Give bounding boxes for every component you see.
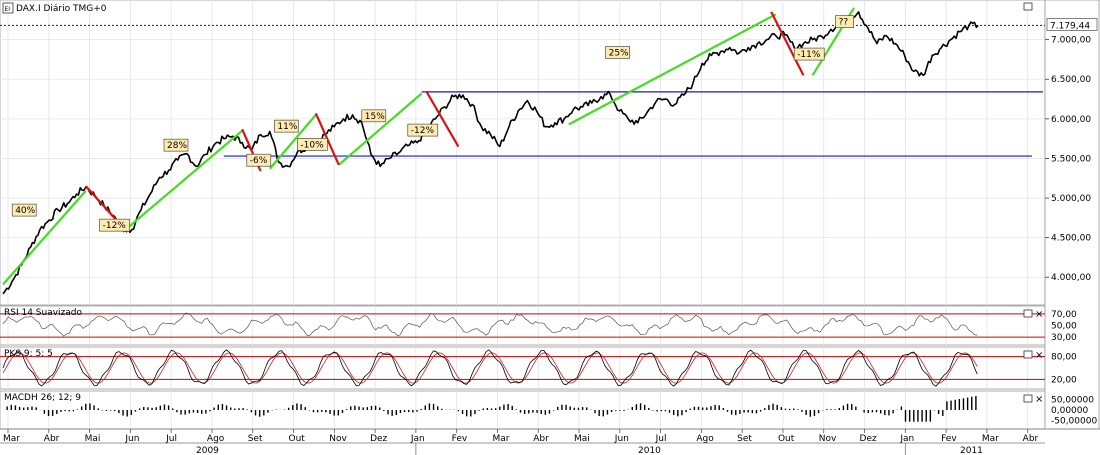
rsi-ytick-label: 30,00 [1051, 333, 1077, 343]
xtick-label: Fev [941, 434, 957, 444]
xtick-label: Jan [899, 434, 914, 444]
trend-up-line [121, 129, 243, 233]
stoch-d-series [2, 352, 978, 384]
xtick-label: Abr [44, 434, 60, 444]
last-value-box [1046, 18, 1098, 31]
rsi-ytick-label: 50,00 [1051, 322, 1077, 332]
maximize-icon [1023, 394, 1033, 403]
rsi-title: RSI 14 Suavizado [4, 308, 83, 318]
xtick-label: Abr [1023, 434, 1039, 444]
xtick-label: Nov [819, 434, 837, 444]
macd-title: MACDH 26; 12; 9 [4, 393, 81, 403]
last-value-label: 7.179,44 [1050, 21, 1090, 31]
xtick-label: Set [248, 434, 263, 444]
trend-label-box [361, 109, 387, 123]
xtick-label: Nov [329, 434, 347, 444]
xtick-label: Jun [124, 434, 139, 444]
ytick-label: 6.000,00 [1051, 115, 1091, 125]
xtick-label: Jul [165, 434, 177, 444]
trend-label: 28% [167, 141, 187, 151]
xtick-label: Mar [982, 434, 999, 444]
ytick-label: 7.000,00 [1051, 36, 1091, 46]
trend-label: -6% [250, 156, 268, 166]
xtick-label: Out [289, 434, 306, 444]
stoch-ytick-label: 20,00 [1051, 375, 1077, 385]
trend-label-box [274, 119, 299, 133]
trend-label-box [835, 15, 854, 28]
ytick-label: 4.500,00 [1051, 234, 1091, 244]
panel-price [0, 0, 1046, 306]
close-icon: × [1035, 394, 1043, 405]
stoch-k-series [2, 349, 978, 387]
trend-label-box [605, 46, 630, 59]
window-title: DAX.I Diário TMG+0 [16, 4, 107, 14]
close-icon: × [1035, 350, 1043, 361]
maximize-icon [1023, 309, 1033, 318]
trend-label-box [163, 138, 189, 152]
xtick-label: Mai [574, 434, 590, 444]
trend-label-box [11, 203, 37, 217]
maximize-icon [1023, 2, 1033, 11]
trend-down-line [425, 90, 460, 148]
window-menu-icon-glyph: EI [5, 6, 11, 13]
trend-up-line [2, 190, 87, 286]
xtick-label: Jan [410, 434, 425, 444]
xtick-label: Out [778, 434, 795, 444]
macd-ytick-label: 50,00000 [1051, 395, 1094, 405]
trend-label: -10% [300, 140, 324, 150]
panel-macd [0, 390, 1046, 430]
trend-label: -12% [103, 221, 127, 231]
trend-label: 40% [15, 206, 35, 216]
year-label: 2009 [196, 446, 219, 455]
trend-label-box [297, 138, 328, 151]
macd-ytick-label: 0,00000 [1051, 406, 1088, 416]
xtick-label: Dez [370, 434, 387, 444]
trend-label: 11% [277, 122, 297, 132]
ytick-label: 5.000,00 [1051, 194, 1091, 204]
trend-label: ?? [839, 18, 849, 28]
trend-down-line [770, 11, 805, 76]
panel-rsi [0, 305, 1046, 346]
xtick-label: Dez [860, 434, 877, 444]
xtick-label: Ago [207, 434, 225, 444]
rsi-ytick-label: 70,00 [1051, 310, 1077, 320]
trend-up-line [568, 13, 777, 126]
macd-ytick-label: -50,00000 [1051, 417, 1097, 427]
year-label: 2011 [960, 446, 983, 455]
xtick-label: Ago [696, 434, 714, 444]
maximize-icon [1023, 350, 1033, 359]
trend-label-box [407, 123, 439, 137]
close-icon: × [1035, 309, 1043, 320]
ytick-label: 5.500,00 [1051, 154, 1091, 164]
stoch-ytick-label: 80,00 [1051, 353, 1077, 363]
price-series [2, 11, 979, 295]
ytick-label: 6.500,00 [1051, 75, 1091, 85]
xtick-label: Abr [533, 434, 549, 444]
xtick-label: Mai [85, 434, 101, 444]
xtick-label: Set [737, 434, 752, 444]
stoch-title: PKS 9; 5; 5 [4, 349, 53, 359]
xtick-label: Mar [3, 434, 20, 444]
xtick-label: Mar [492, 434, 509, 444]
trend-label: -12% [411, 126, 435, 136]
xtick-label: Jun [614, 434, 629, 444]
xtick-label: Fev [452, 434, 468, 444]
trend-up-line [268, 114, 317, 170]
xtick-label: Jul [655, 434, 667, 444]
price-axis-area [1044, 0, 1100, 430]
year-label: 2010 [638, 446, 661, 455]
trend-label-box [793, 47, 825, 61]
trend-label: 15% [365, 112, 385, 122]
trend-label: 25% [609, 48, 629, 58]
rsi-series [2, 312, 978, 337]
trend-label: -11% [797, 50, 821, 60]
ytick-label: 4.000,00 [1051, 273, 1091, 283]
trend-label-box [99, 218, 130, 232]
trend-up-line [338, 92, 423, 166]
trend-label-box [246, 153, 272, 167]
window-menu-icon [2, 2, 14, 14]
